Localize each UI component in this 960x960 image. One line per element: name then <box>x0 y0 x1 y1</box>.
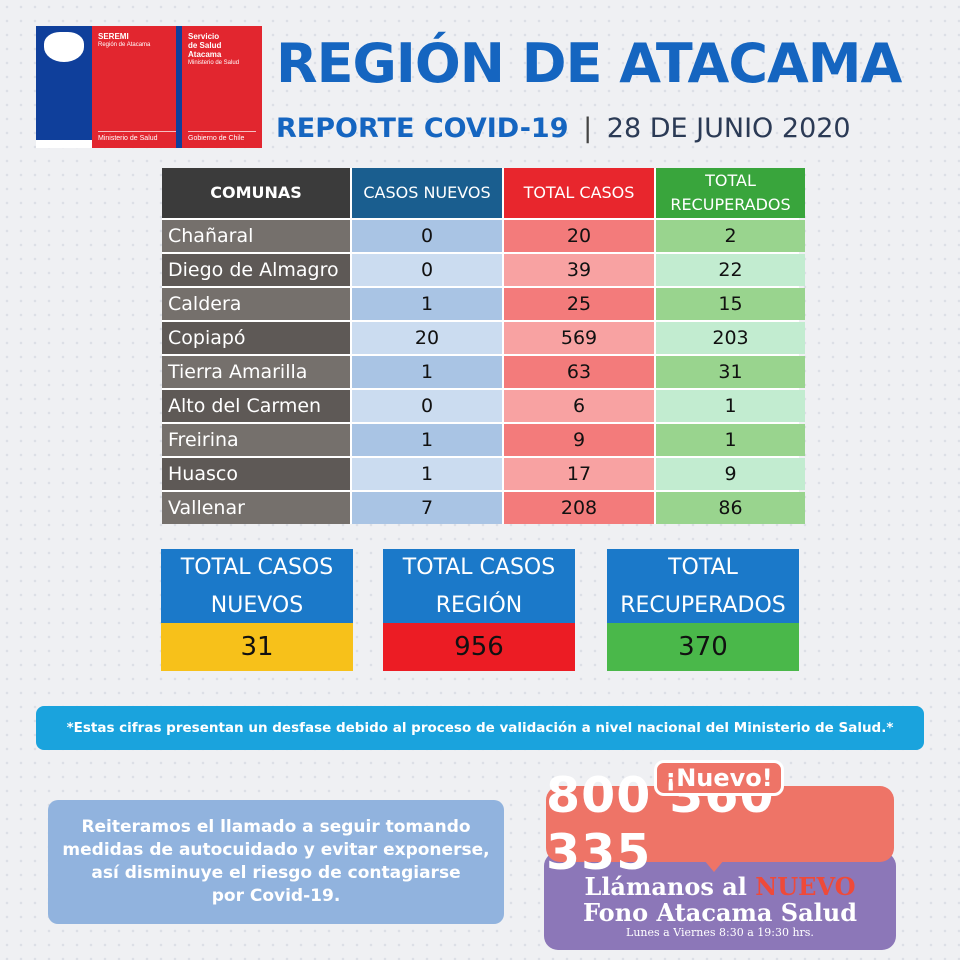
total-casos-cell: 63 <box>504 356 654 388</box>
phone-number[interactable]: 800 360 335 <box>546 767 894 881</box>
call-prefix: Llámanos al <box>584 872 747 901</box>
casos-nuevos-cell: 0 <box>352 390 502 422</box>
office-hours: Lunes a Viernes 8:30 a 19:30 hrs. <box>626 926 814 939</box>
header-comunas: COMUNAS <box>162 168 350 218</box>
total-region-box: TOTAL CASOS REGIÓN 956 <box>383 549 575 671</box>
message-line3: así disminuye el riesgo de contagiarse <box>91 863 461 883</box>
comuna-cell: Freirina <box>162 424 350 456</box>
servicio-line2: de Salud <box>188 41 222 50</box>
casos-nuevos-cell: 20 <box>352 322 502 354</box>
recuperados-cell: 1 <box>656 390 805 422</box>
disclaimer-note: *Estas cifras presentan un desfase debid… <box>36 706 924 750</box>
recuperados-cell: 31 <box>656 356 805 388</box>
servicio-line4: Ministerio de Salud <box>188 60 240 66</box>
message-line1: Reiteramos el llamado a seguir tomando <box>81 817 471 837</box>
comuna-cell: Huasco <box>162 458 350 490</box>
recuperados-cell: 22 <box>656 254 805 286</box>
casos-nuevos-cell: 1 <box>352 458 502 490</box>
call-line1: Llámanos al NUEVO <box>544 872 896 901</box>
servicio-line1: Servicio <box>188 32 220 41</box>
total-casos-cell: 17 <box>504 458 654 490</box>
recuperados-cell: 86 <box>656 492 805 524</box>
call-highlight: NUEVO <box>755 872 856 901</box>
comuna-cell: Copiapó <box>162 322 350 354</box>
comuna-cell: Alto del Carmen <box>162 390 350 422</box>
recuperados-cell: 2 <box>656 220 805 252</box>
recuperados-cell: 15 <box>656 288 805 320</box>
selfcare-message: Reiteramos el llamado a seguir tomando m… <box>48 800 504 924</box>
total-recuperados-box: TOTAL RECUPERADOS 370 <box>607 549 799 671</box>
seremi-region: Región de Atacama <box>98 42 151 48</box>
report-date: 28 DE JUNIO 2020 <box>606 113 851 144</box>
total-recuperados-line1: TOTAL <box>668 555 738 580</box>
coat-of-arms-icon <box>44 32 84 62</box>
total-nuevos-label: TOTAL CASOS NUEVOS <box>161 549 353 623</box>
casos-nuevos-cell: 0 <box>352 220 502 252</box>
header-total-recuperados: TOTAL RECUPERADOS <box>656 168 805 218</box>
nuevo-badge: ¡Nuevo! <box>654 760 784 796</box>
casos-nuevos-cell: 7 <box>352 492 502 524</box>
report-label: REPORTE COVID-19 <box>276 113 569 144</box>
servicio-line3: Atacama <box>188 50 222 59</box>
communes-table: COMUNAS CASOS NUEVOS TOTAL CASOS TOTAL R… <box>162 168 805 524</box>
total-nuevos-line1: TOTAL CASOS <box>180 555 334 580</box>
total-casos-cell: 6 <box>504 390 654 422</box>
total-region-label: TOTAL CASOS REGIÓN <box>383 549 575 623</box>
seremi-label: SEREMI <box>98 32 129 41</box>
total-region-value: 956 <box>383 623 575 671</box>
page-subtitle: REPORTE COVID-19 | 28 DE JUNIO 2020 <box>276 113 851 144</box>
total-casos-cell: 39 <box>504 254 654 286</box>
call-line2: Fono Atacama Salud <box>582 898 858 927</box>
speech-tail <box>704 860 724 872</box>
total-casos-cell: 569 <box>504 322 654 354</box>
page-title: REGIÓN DE ATACAMA <box>276 32 902 95</box>
subtitle-separator: | <box>583 113 593 144</box>
total-nuevos-value: 31 <box>161 623 353 671</box>
total-nuevos-line2: NUEVOS <box>210 593 304 618</box>
comuna-cell: Chañaral <box>162 220 350 252</box>
casos-nuevos-cell: 1 <box>352 356 502 388</box>
message-line4: por Covid-19. <box>211 886 341 906</box>
total-casos-cell: 9 <box>504 424 654 456</box>
total-casos-cell: 20 <box>504 220 654 252</box>
logo-blue-band <box>36 26 92 148</box>
message-line2: medidas de autocuidado y evitar exponers… <box>62 840 490 860</box>
total-recuperados-line2: RECUPERADOS <box>620 593 786 618</box>
total-region-line1: TOTAL CASOS <box>402 555 556 580</box>
total-region-line2: REGIÓN <box>435 593 523 618</box>
comuna-cell: Caldera <box>162 288 350 320</box>
total-nuevos-box: TOTAL CASOS NUEVOS 31 <box>161 549 353 671</box>
comuna-cell: Diego de Almagro <box>162 254 350 286</box>
comuna-cell: Tierra Amarilla <box>162 356 350 388</box>
total-casos-cell: 25 <box>504 288 654 320</box>
recuperados-cell: 203 <box>656 322 805 354</box>
logo2-red-band: Servicio de Salud Atacama Ministerio de … <box>182 26 262 148</box>
servicio-salud-logo: Servicio de Salud Atacama Ministerio de … <box>176 26 262 148</box>
seremi-ministry: Ministerio de Salud <box>98 135 158 142</box>
casos-nuevos-cell: 0 <box>352 254 502 286</box>
total-casos-cell: 208 <box>504 492 654 524</box>
header-casos-nuevos: CASOS NUEVOS <box>352 168 502 218</box>
total-recuperados-label: TOTAL RECUPERADOS <box>607 549 799 623</box>
total-recuperados-value: 370 <box>607 623 799 671</box>
servicio-gobierno: Gobierno de Chile <box>188 135 245 142</box>
comuna-cell: Vallenar <box>162 492 350 524</box>
casos-nuevos-cell: 1 <box>352 288 502 320</box>
recuperados-cell: 9 <box>656 458 805 490</box>
header-total-casos: TOTAL CASOS <box>504 168 654 218</box>
recuperados-cell: 1 <box>656 424 805 456</box>
casos-nuevos-cell: 1 <box>352 424 502 456</box>
